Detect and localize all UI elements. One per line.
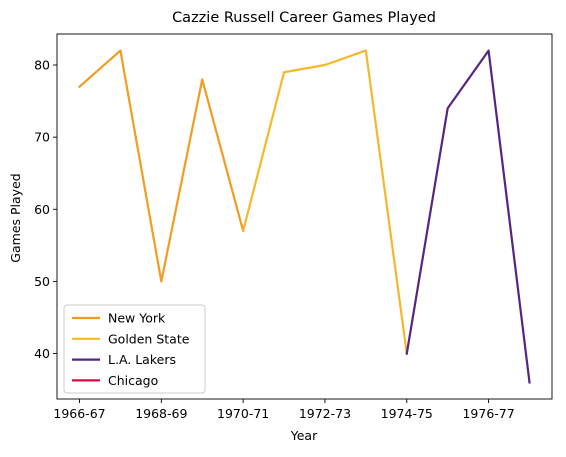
x-axis-label: Year bbox=[290, 428, 318, 443]
x-tick-label: 1966-67 bbox=[53, 406, 105, 421]
y-tick-label: 50 bbox=[34, 274, 50, 289]
x-tick-label: 1976-77 bbox=[462, 406, 514, 421]
y-tick-label: 80 bbox=[34, 58, 50, 73]
legend-label: New York bbox=[108, 311, 166, 326]
legend-label: Golden State bbox=[108, 331, 190, 346]
y-tick-label: 40 bbox=[34, 346, 50, 361]
x-tick-label: 1972-73 bbox=[299, 406, 351, 421]
y-tick-label: 70 bbox=[34, 130, 50, 145]
legend-label: Chicago bbox=[108, 373, 158, 388]
y-axis-label: Games Played bbox=[8, 173, 23, 262]
chart-title: Cazzie Russell Career Games Played bbox=[172, 10, 436, 26]
legend: New York Golden State L.A. Lakers Chicago bbox=[63, 304, 206, 394]
axes: 40 50 60 70 80 1966-67 1968-69 1970-71 1972-73 19… bbox=[34, 33, 553, 421]
legend-box bbox=[63, 304, 206, 394]
series-line-golden-state bbox=[241, 49, 409, 355]
y-tick-label: 60 bbox=[34, 202, 50, 217]
axes-frame bbox=[56, 33, 553, 400]
x-tick-label: 1974-75 bbox=[381, 406, 433, 421]
series-line-l-a-lakers bbox=[405, 49, 531, 384]
x-tick-label: 1968-69 bbox=[135, 406, 187, 421]
plot-area bbox=[77, 49, 531, 384]
series-line-new-york bbox=[77, 49, 245, 283]
x-tick-label: 1970-71 bbox=[217, 406, 269, 421]
legend-label: L.A. Lakers bbox=[108, 352, 176, 367]
